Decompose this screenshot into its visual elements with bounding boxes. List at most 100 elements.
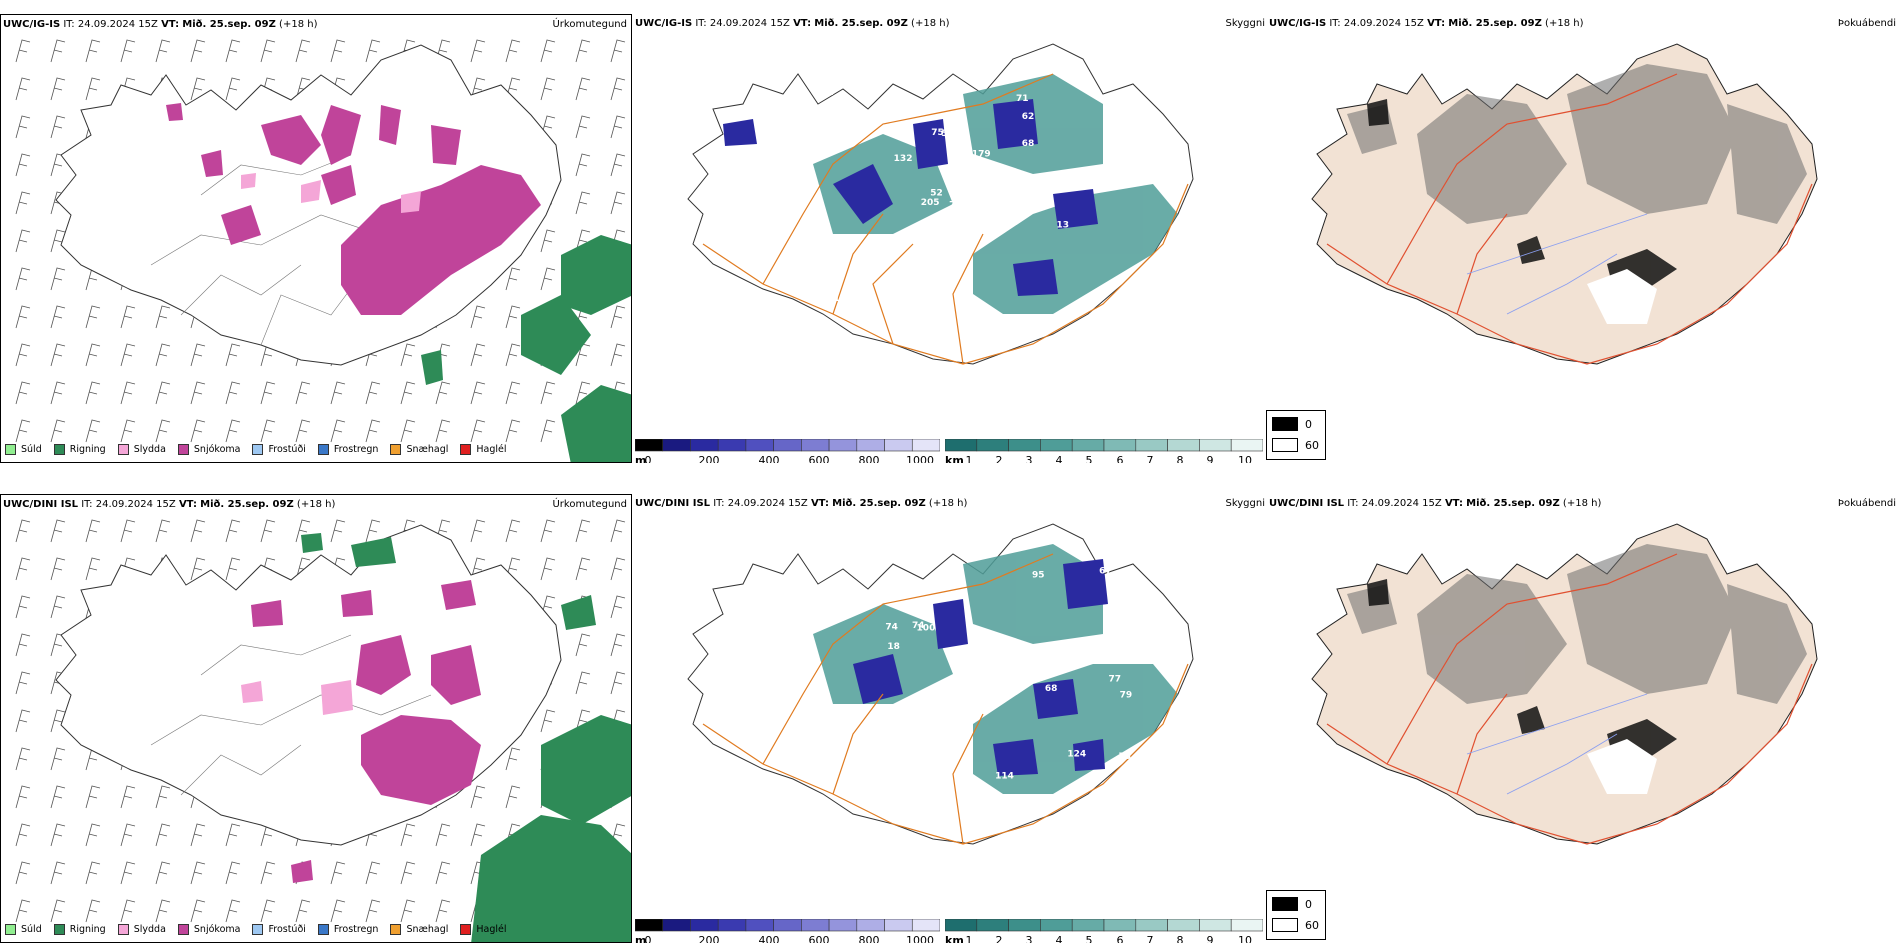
precip-map-top	[15, 39, 631, 462]
wind-barb	[190, 343, 206, 367]
wind-barb	[610, 671, 626, 695]
wind-barb	[15, 899, 31, 923]
colorbar-swatch	[911, 438, 941, 452]
wind-barb	[575, 671, 591, 695]
colorbar-swatch	[690, 438, 719, 452]
wind-barb	[610, 191, 626, 215]
fog-panel-label: Þokuábendi	[1837, 498, 1896, 509]
vis-value-label: 52	[930, 188, 943, 198]
legend-item-slydda: Slydda	[117, 444, 166, 455]
tick: 600	[808, 934, 830, 943]
legend-item-frostregn: Frostregn	[317, 444, 378, 455]
legend-item-snaehagl: Snæhagl	[390, 444, 448, 455]
wind-barb	[610, 343, 626, 367]
vis-value-label: 222	[789, 664, 808, 674]
legend-item-slydda: Slydda	[117, 924, 166, 935]
fog-legend-black-value: 0	[1305, 898, 1312, 911]
wind-barb	[85, 381, 101, 405]
fog-grey-shading	[1347, 64, 1807, 224]
wind-barb	[155, 381, 171, 405]
tick: 800	[858, 454, 880, 463]
wind-barb	[610, 153, 626, 177]
height-colorbar-swatches	[634, 438, 941, 452]
tick: 3	[1025, 454, 1033, 463]
colorbar-swatch	[745, 918, 774, 932]
wind-barb	[400, 861, 416, 885]
fog-legend-black-value: 0	[1305, 418, 1312, 431]
vis-value-label: 124	[1067, 749, 1086, 759]
tick: 1	[965, 454, 973, 463]
wind-barb	[610, 77, 626, 101]
low-cloud-blue	[853, 559, 1108, 776]
wind-barb	[15, 785, 31, 809]
colorbar-swatch	[1167, 918, 1200, 932]
colorbar-swatch	[717, 438, 747, 452]
visibility-map-bottom: 68 77 105 92 100 124 107 95 74 114 75 222 80 73 196 91 7…	[687, 523, 1194, 845]
wind-barb	[120, 861, 136, 885]
colorbar-swatch	[1008, 918, 1041, 932]
height-unit: m	[635, 934, 647, 943]
fog-legend-bottom: 0 60	[1266, 890, 1326, 940]
tick: 9	[1206, 934, 1214, 943]
colorbar-swatch	[856, 918, 885, 932]
wind-barb	[155, 785, 171, 809]
colorbar-swatch	[1230, 918, 1264, 932]
fog-panel-top: UWC/IG-IS IT: 24.09.2024 15Z VT: Mið. 25…	[1267, 14, 1900, 463]
wind-barb	[260, 381, 276, 405]
wind-barb	[225, 823, 241, 847]
wind-barb	[15, 419, 31, 443]
sleet-areas	[241, 680, 353, 715]
wind-barb	[155, 305, 171, 329]
vis-value-label: 124	[989, 167, 1008, 177]
colorbar-swatch	[944, 918, 978, 932]
vis-value-label: 99	[801, 175, 814, 185]
wind-barb	[15, 153, 31, 177]
height-unit: m	[635, 454, 647, 463]
vis-value-label: 74	[1135, 119, 1148, 129]
wind-barb	[190, 861, 206, 885]
tick: 1000	[906, 454, 934, 463]
wind-barb	[120, 343, 136, 367]
wind-barb	[225, 419, 241, 443]
colorbar-swatch	[856, 438, 885, 452]
legend-swatch	[53, 924, 65, 935]
wind-barb	[540, 381, 556, 405]
vis-value-label: 10	[994, 165, 1007, 175]
visibility-panel-label: Skyggni	[1225, 498, 1265, 509]
colorbar-swatch	[745, 438, 774, 452]
wind-barb	[295, 381, 311, 405]
visibility-colorbar: km 1 2 3 4 5 6 7 8 9 10	[944, 438, 1264, 463]
vis-value-label: 98	[977, 184, 990, 194]
colorbar-swatch	[944, 438, 978, 452]
wind-barb	[15, 823, 31, 847]
colorbar-swatch	[690, 918, 719, 932]
colorbar-swatch	[911, 918, 941, 932]
vis-value-label: 66	[933, 97, 946, 107]
iceland-outline	[55, 524, 562, 846]
wind-barb	[610, 115, 626, 139]
wind-barb	[505, 305, 521, 329]
wind-barb	[365, 39, 381, 63]
tick: 0	[644, 934, 652, 943]
wind-barb	[85, 343, 101, 367]
wind-barb	[610, 305, 626, 329]
wind-barb	[120, 419, 136, 443]
colorbar-swatch	[1199, 918, 1232, 932]
vis-value-label: 74	[885, 622, 898, 632]
snow-areas	[251, 580, 481, 883]
wind-barb	[470, 343, 486, 367]
legend-item-rigning: Rigning	[53, 924, 106, 935]
tick: 200	[698, 934, 720, 943]
panel-title: UWC/IG-IS IT: 24.09.2024 15Z VT: Mið. 25…	[635, 18, 950, 29]
legend-swatch	[317, 924, 329, 935]
vis-value-label: 92	[854, 568, 867, 578]
vis-value-label: 67	[814, 247, 827, 257]
wind-barb	[540, 557, 556, 581]
fog-roads	[1326, 553, 1813, 845]
wind-barb	[365, 419, 381, 443]
legend-swatch	[53, 444, 65, 455]
wind-barb	[15, 557, 31, 581]
wind-barb	[540, 77, 556, 101]
panel-title: UWC/IG-IS IT: 24.09.2024 15Z VT: Mið. 25…	[1269, 18, 1584, 29]
legend-swatch	[460, 444, 472, 455]
